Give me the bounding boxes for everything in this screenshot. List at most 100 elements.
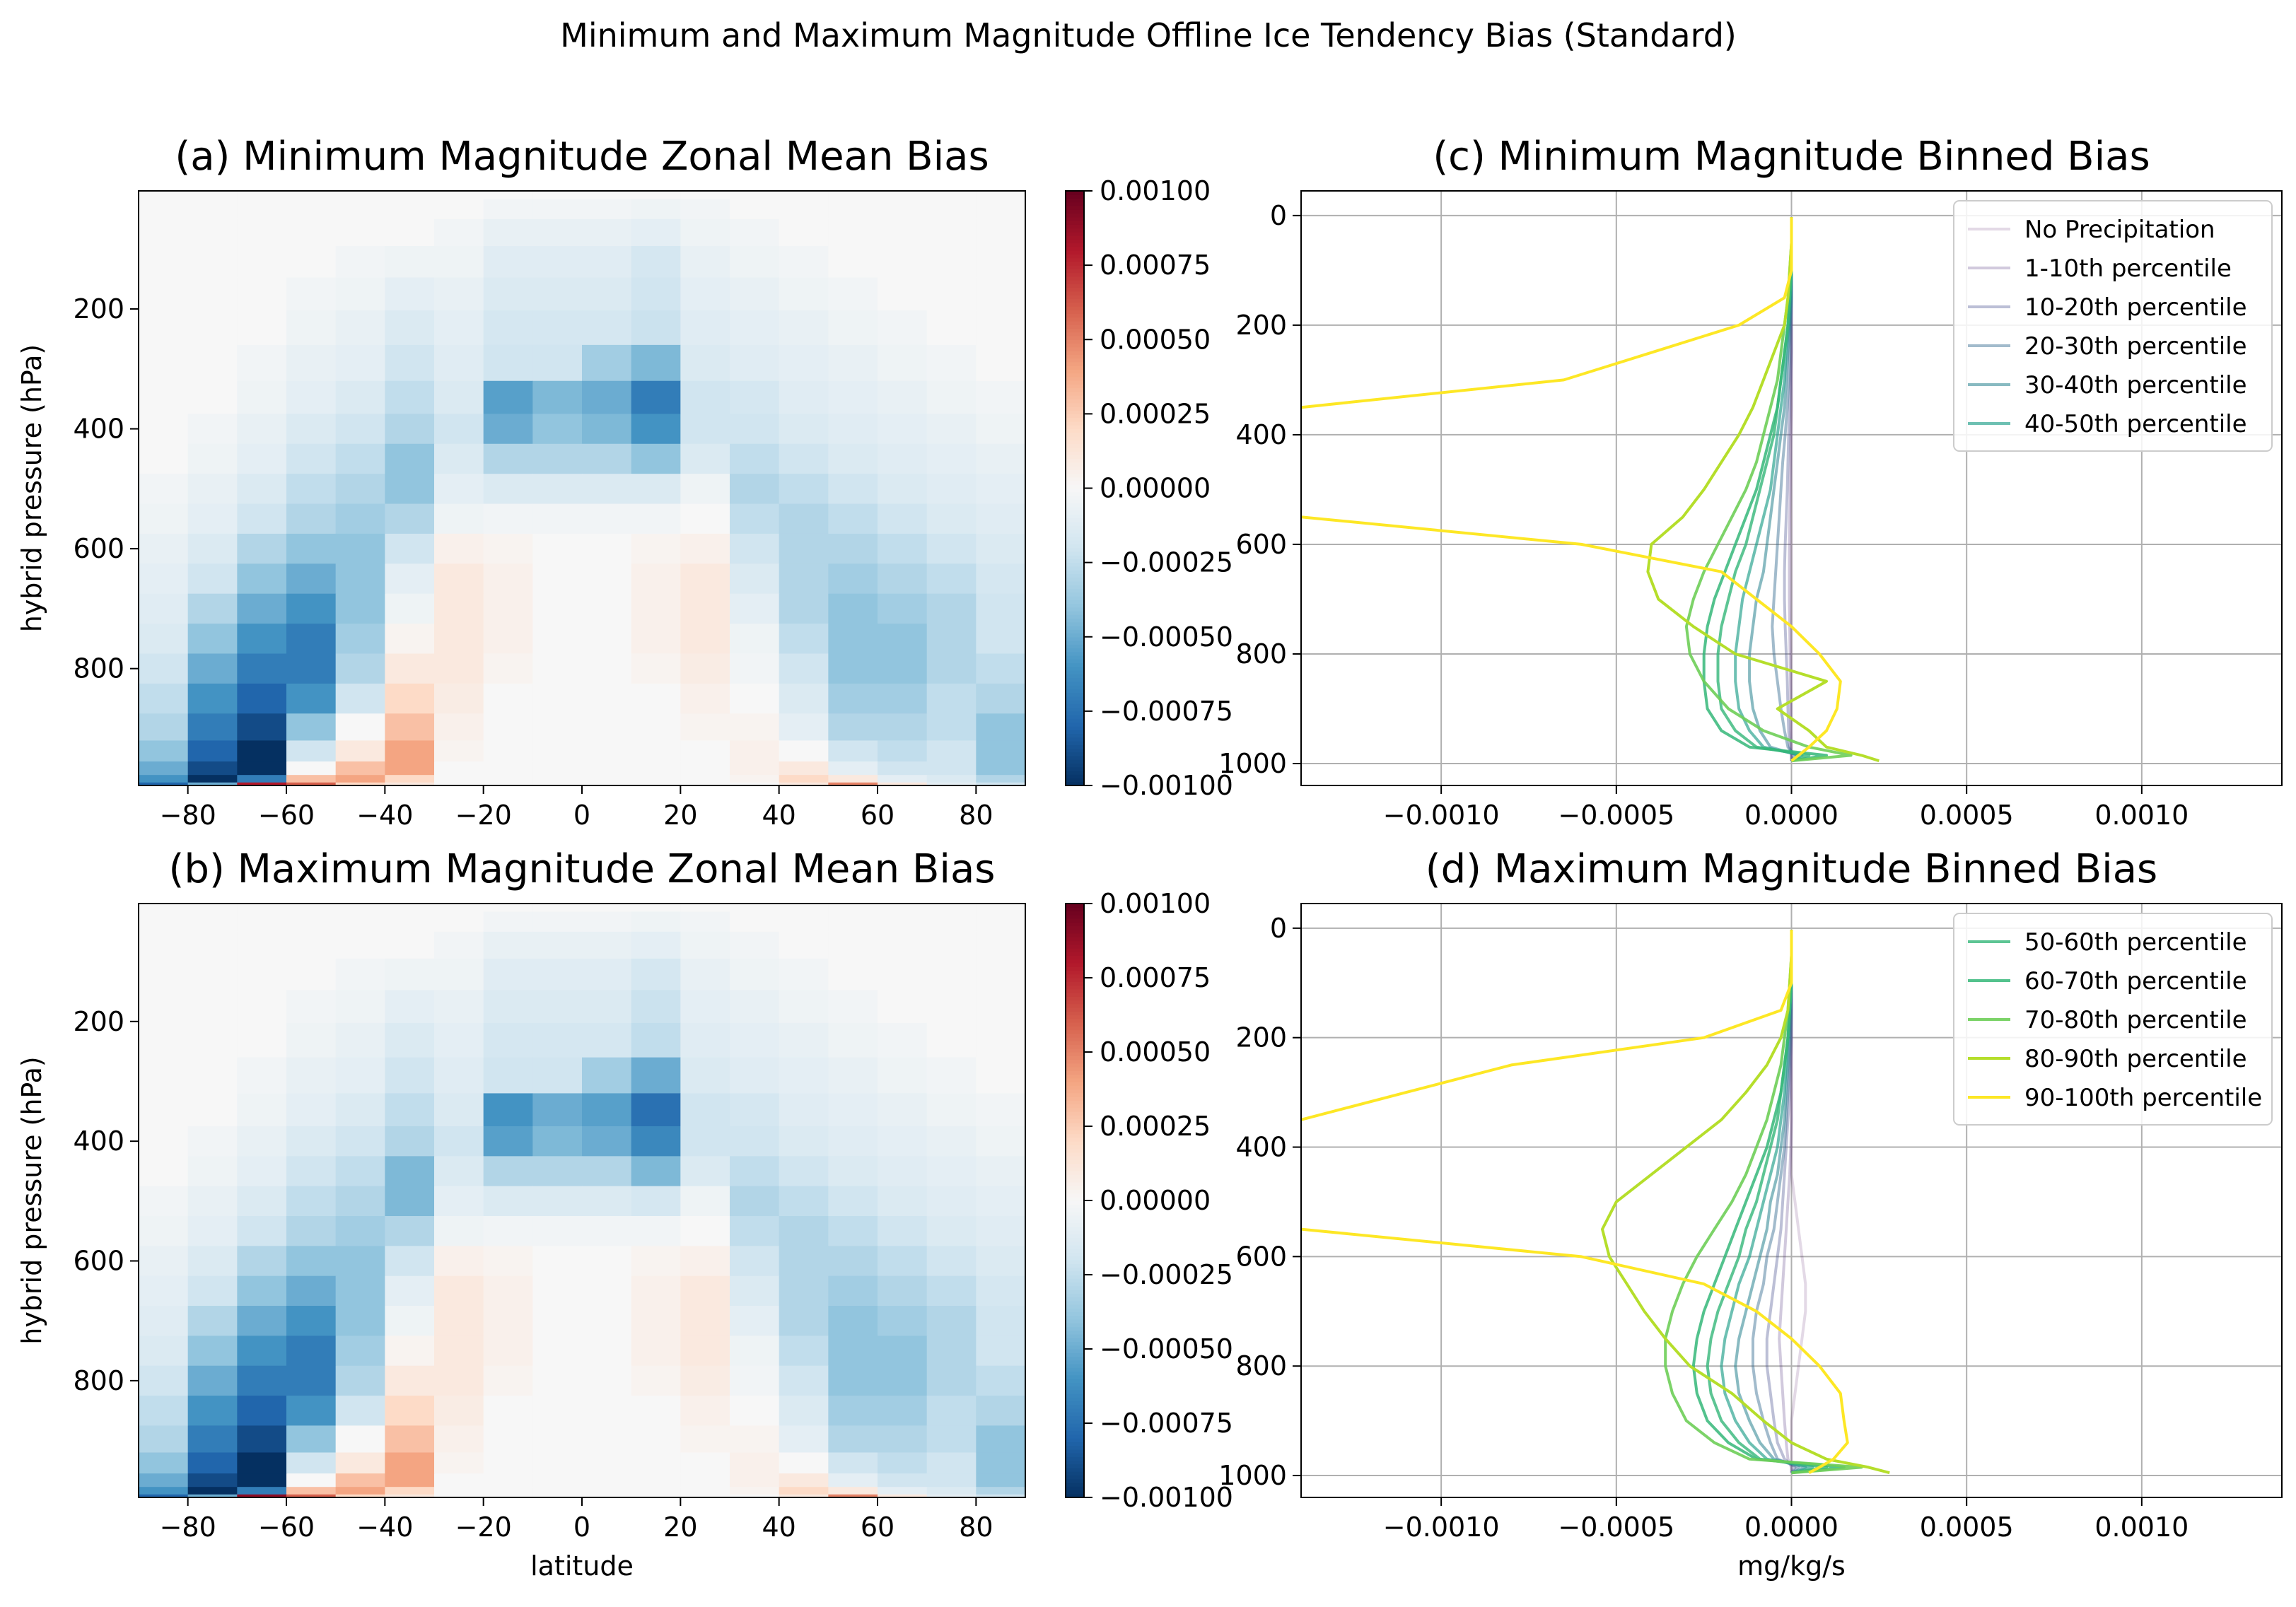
heatmap-cell: [434, 1452, 484, 1474]
series-line-no-precipitation: [1790, 930, 1807, 1473]
heatmap-cell: [187, 277, 238, 311]
panel-b: −80 −60 −40 −20 0 20 40 60 80 200 400 600 800 (b) Max…: [16, 846, 1026, 1582]
colorbar-segment: [1066, 559, 1084, 563]
colorbar-segment: [1066, 1237, 1084, 1242]
heatmap-cell: [730, 624, 780, 655]
heatmap-cell: [779, 624, 829, 655]
heatmap-cell: [631, 911, 681, 933]
heatmap-cell: [779, 713, 829, 742]
heatmap-cell: [187, 344, 238, 382]
colorbar-segment: [1066, 1148, 1084, 1153]
heatmap-cell: [434, 1057, 484, 1094]
heatmap-cell: [878, 775, 928, 783]
heatmap-cell: [139, 624, 189, 655]
heatmap-cell: [828, 380, 878, 414]
colorbar-segment: [1066, 996, 1084, 1001]
colorbar-segment: [1066, 291, 1084, 296]
colorbar-segment: [1066, 1074, 1084, 1079]
colorbar-tick-label: −0.00100: [1100, 1482, 1233, 1513]
heatmap-cell: [828, 443, 878, 474]
colorbar-segment: [1066, 988, 1084, 993]
heatmap-cell: [779, 1022, 829, 1058]
heatmap-cell: [680, 1216, 730, 1246]
colorbar-segment: [1066, 346, 1084, 351]
heatmap-cell: [385, 1396, 435, 1426]
heatmap-cell: [286, 761, 337, 776]
heatmap-cell: [385, 761, 435, 776]
heatmap-cell: [237, 990, 287, 1024]
series-lines: [1301, 217, 1880, 763]
legend-box: [1953, 913, 2273, 1126]
heatmap-cell: [680, 782, 730, 786]
heatmap-cell: [139, 1473, 189, 1488]
heatmap-cell: [286, 775, 337, 783]
heatmap-cell: [878, 911, 928, 933]
heatmap-cell: [187, 713, 238, 742]
heatmap-cell: [286, 1365, 337, 1396]
heatmap-cell: [878, 1487, 928, 1495]
colorbar-segment: [1066, 1341, 1084, 1346]
colorbar-segment: [1066, 570, 1084, 574]
heatmap-cell: [139, 782, 189, 786]
heatmap-cell: [730, 904, 780, 913]
heatmap-cell: [335, 344, 385, 382]
heatmap-cell: [532, 344, 583, 382]
colorbar-tick-label: 0.00100: [1100, 888, 1211, 919]
heatmap-cell: [483, 218, 533, 247]
legend-label: 1-10th percentile: [2024, 255, 2232, 283]
heatmap-cell: [237, 1487, 287, 1495]
heatmap-cell: [385, 1186, 435, 1217]
heatmap-cell: [335, 1216, 385, 1246]
x-tick-label: −40: [356, 800, 413, 831]
heatmap-cell: [434, 713, 484, 742]
heatmap-cell: [237, 503, 287, 534]
heatmap-cell: [730, 931, 780, 959]
colorbar-a: −0.00100 −0.00075 −0.00050 −0.00025 0.00000 0…: [1065, 175, 1233, 801]
x-tick-label: 20: [663, 800, 697, 831]
heatmap-cell: [828, 740, 878, 762]
heatmap-cell: [532, 1216, 583, 1246]
heatmap-cell: [385, 911, 435, 933]
heatmap-cell: [434, 761, 484, 776]
colorbar-segment: [1066, 1007, 1084, 1012]
series-line-40-50th-percentile: [1720, 930, 1814, 1475]
heatmap-cell: [582, 1452, 632, 1474]
heatmap-cell: [976, 990, 1026, 1024]
heatmap-cell: [335, 911, 385, 933]
heatmap-cell: [926, 1494, 977, 1498]
colorbar-segment: [1066, 1026, 1084, 1031]
colorbar-segment: [1066, 670, 1084, 674]
heatmap-cell: [631, 1487, 681, 1495]
x-tick-label: 0.0010: [2094, 1512, 2189, 1543]
heatmap-cell: [187, 218, 238, 247]
heatmap-cell: [828, 1452, 878, 1474]
heatmap-cell: [335, 1306, 385, 1336]
colorbar-segment: [1066, 1345, 1084, 1350]
heatmap-cell: [139, 199, 189, 220]
heatmap-cell: [237, 1057, 287, 1094]
heatmap-cell: [926, 533, 977, 564]
heatmap-cell: [237, 1093, 287, 1127]
colorbar-segment: [1066, 711, 1084, 715]
heatmap-cell: [730, 1487, 780, 1495]
colorbar-segment: [1066, 1290, 1084, 1294]
colorbar-segment: [1066, 373, 1084, 378]
heatmap-cell: [237, 344, 287, 382]
colorbar-segment: [1066, 1393, 1084, 1398]
colorbar-segment: [1066, 555, 1084, 559]
heatmap-cell: [976, 740, 1026, 762]
heatmap-cell: [335, 740, 385, 762]
heatmap-cell: [385, 1336, 435, 1367]
heatmap-cell: [828, 563, 878, 595]
heatmap-cell: [631, 958, 681, 991]
colorbar-segment: [1066, 1252, 1084, 1257]
heatmap-cell: [385, 713, 435, 742]
heatmap-cell: [237, 761, 287, 776]
heatmap-cell: [779, 1473, 829, 1488]
heatmap-cell: [779, 310, 829, 346]
colorbar-segment: [1066, 399, 1084, 404]
heatmap-cell: [187, 1452, 238, 1474]
heatmap-cell: [680, 533, 730, 564]
heatmap-cell: [926, 713, 977, 742]
